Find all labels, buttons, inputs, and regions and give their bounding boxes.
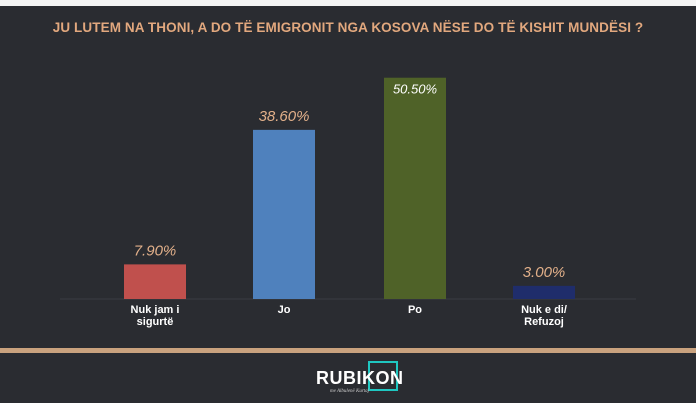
category-label-3-line-0: Nuk e di/ — [521, 304, 567, 316]
bar-3 — [513, 285, 575, 299]
category-label-0-line-1: sigurtë — [137, 316, 174, 328]
chart-title: JU LUTEM NA THONI, A DO TË EMIGRONIT NGA… — [52, 20, 644, 35]
rubikon-logo: RUBIKON me Albulenë Kurtaj — [316, 360, 406, 398]
value-label-2: 50.50% — [393, 82, 437, 97]
category-label-2: Po — [408, 304, 422, 316]
bar-2 — [384, 77, 446, 299]
top-frame — [0, 0, 696, 6]
category-label-0-line-0: Nuk jam i — [131, 304, 180, 316]
footer-divider — [0, 348, 696, 353]
logo-frame-icon — [368, 361, 398, 391]
logo-text: RUBIKON — [316, 368, 404, 388]
value-label-1: 38.60% — [259, 108, 310, 125]
category-label-3-line-1: Refuzoj — [524, 316, 564, 328]
value-label-0: 7.90% — [134, 242, 177, 259]
bar-0 — [124, 264, 186, 299]
bar-1 — [253, 129, 315, 299]
value-label-3: 3.00% — [523, 264, 566, 281]
category-label-1: Jo — [278, 304, 291, 316]
logo-tagline: me Albulenë Kurtaj — [330, 389, 370, 394]
